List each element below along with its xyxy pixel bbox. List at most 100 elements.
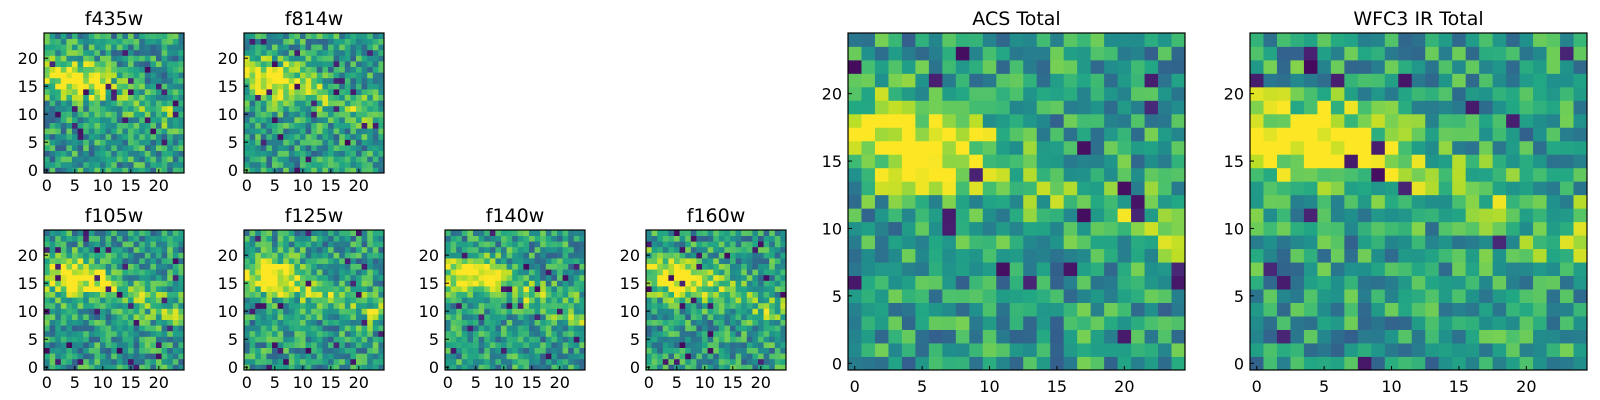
- heatmap-cell: [713, 241, 720, 248]
- heatmap-cell: [735, 252, 742, 259]
- heatmap-cell: [94, 358, 101, 365]
- heatmap-cell: [679, 314, 686, 320]
- heatmap-cell: [333, 33, 340, 39]
- heatmap-cell: [568, 353, 575, 360]
- heatmap-cell: [901, 113, 916, 128]
- heatmap-cell: [746, 358, 753, 365]
- heatmap-cell: [249, 89, 256, 95]
- heatmap-cell: [467, 235, 474, 242]
- heatmap-cell: [361, 286, 368, 292]
- heatmap-cell: [1090, 33, 1105, 47]
- heatmap-cell: [1131, 208, 1145, 223]
- heatmap-cell: [328, 347, 334, 354]
- heatmap-cell: [72, 269, 78, 276]
- heatmap-cell: [724, 314, 731, 320]
- heatmap-cell: [529, 319, 535, 326]
- heatmap-cell: [94, 49, 101, 56]
- heatmap-cell: [322, 330, 329, 337]
- heatmap-cell: [467, 280, 474, 287]
- heatmap-cell: [1009, 289, 1024, 303]
- heatmap-cell: [562, 291, 569, 298]
- heatmap-cell: [568, 230, 575, 236]
- heatmap-cell: [679, 342, 686, 348]
- heatmap-cell: [167, 269, 174, 276]
- heatmap-cell: [1519, 248, 1534, 263]
- heatmap-cell: [780, 325, 787, 332]
- heatmap-cell: [674, 252, 680, 259]
- heatmap-cell: [100, 105, 106, 112]
- heatmap-cell: [1533, 181, 1547, 196]
- heatmap-cell: [685, 347, 692, 354]
- heatmap-cell: [445, 314, 451, 320]
- heatmap-cell: [328, 297, 334, 304]
- heatmap-cell: [1330, 248, 1345, 263]
- heatmap-cell: [255, 150, 262, 157]
- heatmap-cell: [450, 336, 457, 343]
- heatmap-cell: [133, 117, 140, 123]
- heatmap-cell: [1144, 167, 1159, 182]
- heatmap-cell: [255, 83, 262, 90]
- heatmap-cell: [780, 302, 787, 309]
- heatmap-cell: [707, 246, 714, 253]
- heatmap-cell: [529, 274, 535, 281]
- heatmap-cell: [545, 252, 552, 259]
- heatmap-cell: [579, 336, 586, 343]
- heatmap-cell: [150, 33, 157, 39]
- heatmap-cell: [901, 221, 916, 236]
- heatmap-cell: [255, 49, 262, 56]
- heatmap-cell: [249, 33, 256, 39]
- heatmap-cell: [1117, 275, 1132, 290]
- heatmap-cell: [116, 269, 123, 276]
- heatmap-cell: [848, 289, 862, 303]
- heatmap-cell: [172, 139, 179, 146]
- heatmap-cell: [741, 325, 748, 332]
- heatmap-cell: [260, 269, 267, 276]
- heatmap-cell: [1492, 154, 1507, 169]
- heatmap-cell: [167, 246, 174, 253]
- heatmap-cell: [322, 297, 329, 304]
- heatmap-cell: [1371, 275, 1386, 290]
- heatmap-cell: [300, 156, 306, 163]
- heatmap-cell: [690, 336, 697, 343]
- heatmap-cell: [506, 314, 513, 320]
- heatmap-cell: [294, 230, 301, 236]
- heatmap-cell: [161, 280, 168, 287]
- heatmap-cell: [456, 302, 463, 309]
- heatmap-cell: [378, 269, 385, 276]
- heatmap-cell: [1063, 275, 1078, 290]
- heatmap-cell: [445, 353, 451, 360]
- heatmap-cell: [568, 314, 575, 320]
- heatmap-cell: [557, 258, 563, 264]
- heatmap-cell: [272, 94, 278, 101]
- heatmap-cell: [260, 38, 267, 45]
- heatmap-cell: [763, 319, 770, 326]
- heatmap-cell: [44, 353, 50, 360]
- heatmap-cell: [288, 297, 295, 304]
- heatmap-cell: [657, 263, 664, 270]
- heatmap-cell: [1063, 262, 1078, 277]
- heatmap-cell: [283, 297, 290, 304]
- heatmap-cell: [122, 258, 129, 264]
- heatmap-cell: [1276, 208, 1291, 223]
- heatmap-cell: [512, 347, 519, 354]
- heatmap-cell: [66, 353, 73, 360]
- heatmap-cell: [144, 269, 151, 276]
- heatmap-cell: [1036, 100, 1051, 115]
- heatmap-cell: [328, 77, 334, 84]
- heatmap-cell: [540, 280, 547, 287]
- heatmap-cell: [1546, 127, 1561, 142]
- heatmap-cell: [94, 308, 101, 315]
- heatmap-cell: [305, 230, 312, 236]
- heatmap-cell: [1050, 194, 1065, 209]
- heatmap-cell: [350, 139, 357, 146]
- heatmap-cell: [1357, 289, 1372, 303]
- heatmap-cell: [311, 61, 318, 67]
- heatmap-cell: [1131, 221, 1145, 236]
- heatmap-cell: [718, 274, 725, 281]
- heatmap-cell: [690, 353, 697, 360]
- heatmap-cell: [83, 230, 90, 236]
- heatmap-cell: [328, 308, 334, 315]
- heatmap-cell: [111, 342, 118, 348]
- heatmap-cell: [763, 269, 770, 276]
